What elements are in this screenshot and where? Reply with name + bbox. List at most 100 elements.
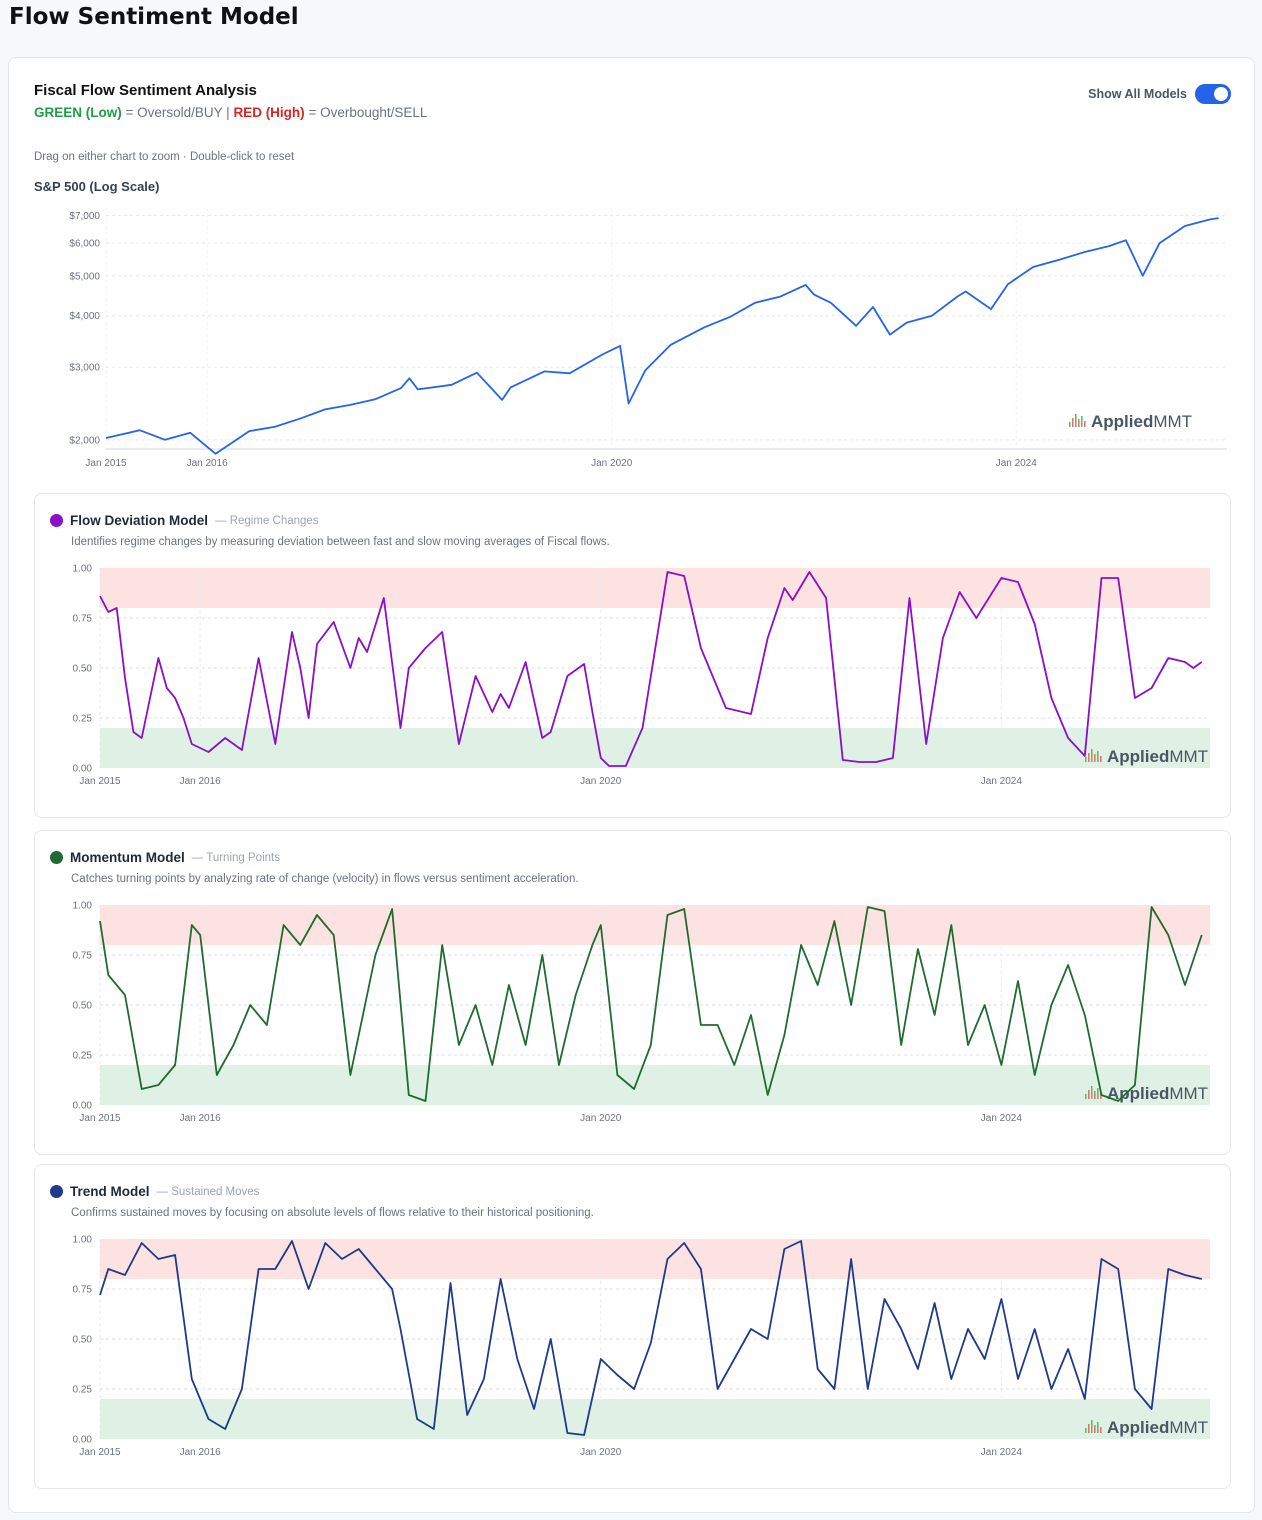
- x-tick-label: Jan 2020: [580, 1447, 622, 1458]
- model-line: [99, 571, 1203, 767]
- model-header: Momentum Model — Turning Points: [50, 850, 280, 865]
- y-tick-label: 0.25: [73, 1051, 93, 1062]
- logo-bar: [1078, 419, 1080, 427]
- sp500-line: [105, 217, 1219, 455]
- y-tick-label: 0.00: [73, 1101, 93, 1112]
- x-tick-label: Jan 2020: [580, 1113, 622, 1124]
- x-tick-label: Jan 2015: [79, 776, 121, 787]
- overbought-zone: [100, 568, 1210, 608]
- flow-deviation-chart[interactable]: 0.00 0.25 0.50 0.75 1.00 Jan 2015 Jan 2016 Jan …: [35, 494, 1232, 819]
- logo-bar: [1085, 1094, 1087, 1099]
- y-tick-label: 1.00: [73, 901, 93, 912]
- x-tick-label: Jan 2020: [591, 458, 633, 469]
- model-header: Trend Model — Sustained Moves: [50, 1184, 259, 1199]
- trend-card: Trend Model — Sustained Moves Confirms s…: [34, 1164, 1231, 1489]
- sentiment-card: Fiscal Flow Sentiment Analysis GREEN (Lo…: [8, 57, 1255, 1513]
- logo-bar: [1094, 1425, 1096, 1433]
- y-tick-label: $2,000: [69, 435, 100, 446]
- model-name: Flow Deviation Model: [70, 513, 209, 528]
- model-subtitle: — Regime Changes: [215, 514, 319, 527]
- y-tick-label: 0.75: [73, 951, 93, 962]
- model-description: Confirms sustained moves by focusing on …: [71, 1207, 594, 1219]
- logo-bar: [1081, 416, 1083, 427]
- card-title: Fiscal Flow Sentiment Analysis: [34, 82, 257, 99]
- x-tick-label: Jan 2016: [180, 1113, 222, 1124]
- momentum-card: Momentum Model — Turning Points Catches …: [34, 830, 1231, 1155]
- toggle-label: Show All Models: [1088, 87, 1187, 101]
- logo-bar: [1097, 1088, 1099, 1099]
- logo-bar: [1091, 1086, 1093, 1099]
- x-tick-label: Jan 2024: [996, 458, 1038, 469]
- applied-mmt-logo: AppliedMMT: [1069, 412, 1192, 431]
- x-tick-label: Jan 2015: [79, 1447, 121, 1458]
- logo-bar: [1094, 754, 1096, 762]
- logo-bar: [1085, 757, 1087, 762]
- x-tick-label: Jan 2020: [580, 776, 622, 787]
- x-tick-label: Jan 2024: [981, 1113, 1023, 1124]
- brand-mmt: MMT: [1153, 412, 1192, 431]
- x-tick-label: Jan 2015: [85, 458, 127, 469]
- logo-bar: [1100, 1093, 1102, 1099]
- logo-bar: [1085, 1428, 1087, 1433]
- flow-deviation-card: Flow Deviation Model — Regime Changes Id…: [34, 493, 1231, 818]
- model-subtitle: — Turning Points: [191, 851, 280, 864]
- logo-bar: [1088, 753, 1090, 762]
- logo-bar: [1097, 1422, 1099, 1433]
- sp500-chart[interactable]: $2,000 $3,000 $4,000 $5,000 $6,000 $7,000 Jan …: [9, 58, 1256, 478]
- y-tick-label: 0.50: [73, 1335, 93, 1346]
- overbought-zone: [100, 1239, 1210, 1279]
- y-tick-label: $7,000: [69, 211, 100, 222]
- brand-text: AppliedMMT: [1107, 1084, 1208, 1103]
- logo-bar: [1091, 749, 1093, 762]
- model-color-dot: [50, 851, 63, 864]
- brand-mmt: MMT: [1169, 1418, 1208, 1437]
- brand-mmt: MMT: [1169, 747, 1208, 766]
- logo-bar: [1084, 421, 1086, 427]
- legend-end: = Overbought/SELL: [304, 105, 428, 120]
- model-line: [99, 906, 1203, 1102]
- model-subtitle: — Sustained Moves: [156, 1185, 260, 1198]
- logo-bar: [1091, 1420, 1093, 1433]
- brand-text: AppliedMMT: [1091, 412, 1192, 431]
- zone-legend: GREEN (Low) = Oversold/BUY | RED (High) …: [34, 105, 427, 120]
- y-tick-label: $6,000: [69, 239, 100, 250]
- y-tick-label: 1.00: [73, 1235, 93, 1246]
- toggle-knob: [1214, 87, 1228, 101]
- page-title: Flow Sentiment Model: [9, 4, 299, 30]
- x-tick-label: Jan 2024: [981, 1447, 1023, 1458]
- x-tick-label: Jan 2016: [187, 458, 229, 469]
- y-tick-label: 0.50: [73, 664, 93, 675]
- model-name: Trend Model: [70, 1184, 150, 1199]
- y-tick-label: 0.75: [73, 614, 93, 625]
- logo-bar: [1097, 751, 1099, 762]
- logo-bar: [1069, 422, 1071, 427]
- y-tick-label: 0.25: [73, 1385, 93, 1396]
- x-tick-label: Jan 2016: [180, 1447, 222, 1458]
- applied-mmt-logo: AppliedMMT: [1085, 747, 1208, 766]
- y-tick-label: 0.00: [73, 1435, 93, 1446]
- overbought-zone: [100, 905, 1210, 945]
- oversold-zone: [100, 728, 1210, 768]
- logo-bar: [1094, 1091, 1096, 1099]
- y-tick-label: $3,000: [69, 363, 100, 374]
- logo-bar: [1088, 1424, 1090, 1433]
- legend-green: GREEN (Low): [34, 105, 122, 120]
- zoom-hint: Drag on either chart to zoom · Double-cl…: [34, 151, 295, 163]
- brand-text: AppliedMMT: [1107, 1418, 1208, 1437]
- x-tick-label: Jan 2024: [981, 776, 1023, 787]
- legend-mid: = Oversold/BUY |: [121, 105, 234, 120]
- model-name: Momentum Model: [70, 850, 185, 865]
- logo-bar: [1088, 1090, 1090, 1099]
- momentum-chart[interactable]: 0.00 0.25 0.50 0.75 1.00 Jan 2015 Jan 2016 Jan …: [35, 831, 1232, 1156]
- brand-mmt: MMT: [1169, 1084, 1208, 1103]
- y-tick-label: 0.00: [73, 764, 93, 775]
- y-tick-label: $4,000: [69, 311, 100, 322]
- logo-bar: [1100, 1427, 1102, 1433]
- show-all-models-toggle[interactable]: [1195, 84, 1231, 104]
- logo-bar: [1075, 414, 1077, 427]
- logo-bar: [1100, 756, 1102, 762]
- logo-bar: [1072, 418, 1074, 427]
- trend-chart[interactable]: 0.00 0.25 0.50 0.75 1.00 Jan 2015 Jan 2016 Jan …: [35, 1165, 1232, 1490]
- model-color-dot: [50, 514, 63, 527]
- y-tick-label: $5,000: [69, 271, 100, 282]
